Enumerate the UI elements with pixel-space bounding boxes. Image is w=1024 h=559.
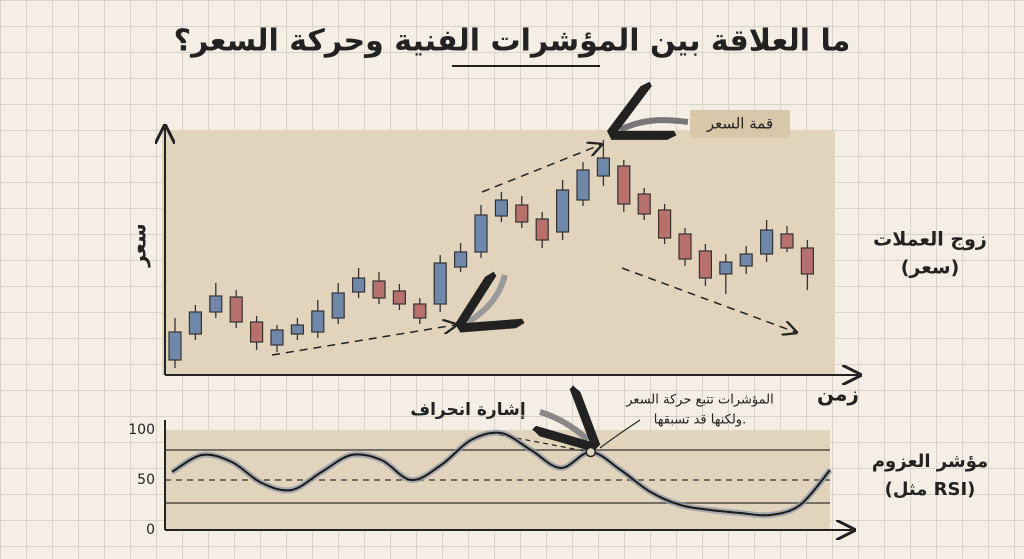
candle-body xyxy=(515,204,529,223)
annotation: ولكنها قد تسبقها. xyxy=(654,413,746,428)
candle-body xyxy=(454,251,468,268)
y-tick-label: 50 xyxy=(137,472,155,488)
candle-body xyxy=(780,233,794,249)
candle-body xyxy=(637,193,651,215)
candle-body xyxy=(657,209,672,239)
candle-body xyxy=(678,233,692,260)
side-label: زوج العملات xyxy=(873,229,987,251)
candle-body xyxy=(188,311,202,335)
trend-line xyxy=(481,145,600,193)
annotation-box xyxy=(690,110,790,138)
rsi-line xyxy=(171,431,831,517)
y-label: سعر xyxy=(127,223,151,267)
candle-body xyxy=(739,253,753,267)
candle-body xyxy=(392,290,406,305)
candle-body xyxy=(698,250,713,279)
trend-line xyxy=(271,325,455,356)
candle-body xyxy=(617,165,631,205)
candle-body xyxy=(555,189,570,233)
title: ما العلاقة بين المؤشرات الفنية وحركة الس… xyxy=(174,24,851,59)
candle-body xyxy=(413,303,427,319)
annotation: قمة السعر xyxy=(706,115,773,133)
y-tick-label: 100 xyxy=(128,422,155,438)
candle-body xyxy=(168,331,182,361)
candle-body xyxy=(372,280,386,299)
candle-body xyxy=(270,329,284,346)
candle-body xyxy=(290,324,304,335)
divergence-point xyxy=(585,446,596,458)
x-label: زمن xyxy=(817,382,859,406)
candle-body xyxy=(596,157,611,177)
side-label: مؤشر العزوم xyxy=(872,451,988,472)
candle-body xyxy=(535,218,549,241)
y-tick-label: 0 xyxy=(146,522,155,538)
candle-body xyxy=(719,261,733,275)
trend-line xyxy=(621,267,795,332)
candle-body xyxy=(352,277,366,293)
candle-body xyxy=(250,321,264,343)
candle-body xyxy=(576,169,590,201)
candle-body xyxy=(331,292,345,319)
candle-body xyxy=(209,295,223,313)
annotation: إشارة انحراف xyxy=(410,400,525,420)
annotation: المؤشرات تتبع حركة السعر xyxy=(625,393,773,408)
candle-body xyxy=(229,296,243,323)
pointer xyxy=(599,419,641,449)
side-label: (سعر) xyxy=(901,257,960,279)
side-label: (مثل RSI) xyxy=(885,479,976,500)
candle-body xyxy=(759,229,774,255)
arrow xyxy=(540,412,588,440)
candle-body xyxy=(433,262,447,305)
candle-body xyxy=(800,247,815,275)
candle-body xyxy=(474,214,488,253)
candle-body xyxy=(311,310,325,333)
candle-body xyxy=(494,199,508,217)
arrow xyxy=(620,120,689,130)
arrow xyxy=(468,275,505,322)
divergence-line xyxy=(489,432,591,453)
